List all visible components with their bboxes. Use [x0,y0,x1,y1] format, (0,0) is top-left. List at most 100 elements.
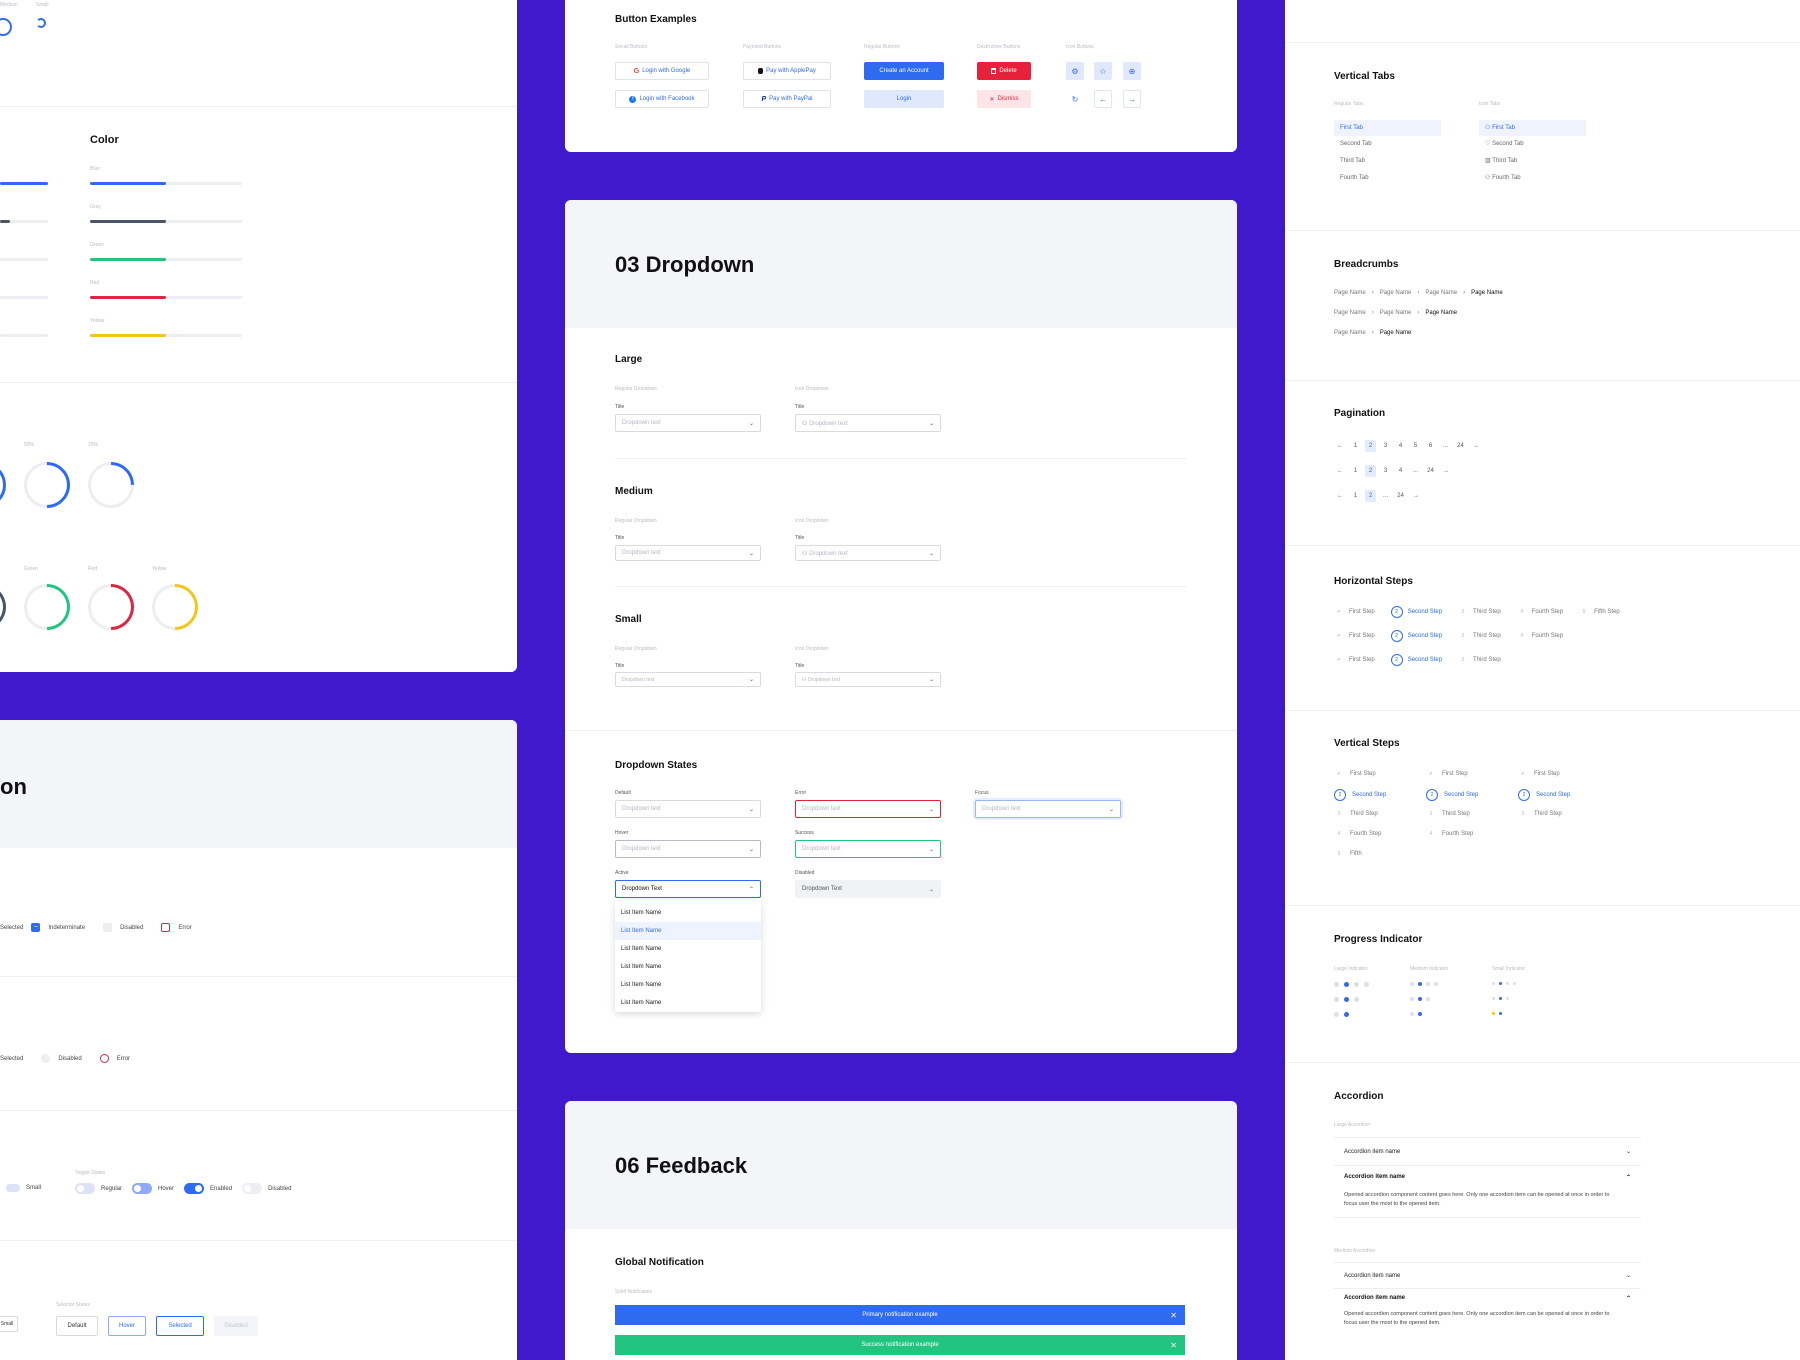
page-link[interactable]: 5 [1413,443,1418,449]
tab-third[interactable]: Third Tab [1340,158,1365,164]
crumb-link[interactable]: Page Name [1334,310,1366,316]
login-google-button[interactable]: G Login with Google [615,62,709,80]
tab-fourth[interactable]: Fourth Tab [1340,175,1369,181]
page-link[interactable]: 1 [1353,493,1358,499]
vertical-step-item[interactable]: 4 Fourth Step [1334,829,1382,839]
arrow-left-icon[interactable]: ← [1337,443,1343,449]
list-item[interactable]: List Item Name [621,910,662,916]
dot-active[interactable] [1499,1012,1502,1015]
login-facebook-button[interactable]: f Login with Facebook [615,90,709,108]
accordion-item-expanded[interactable]: Accordion item name ⌃ Opened accordion co… [1344,1295,1631,1326]
page-current[interactable]: 2 [1365,465,1376,477]
arrow-right-icon[interactable]: → [1443,468,1449,474]
settings-icon-button[interactable]: ⚙ [1066,62,1084,80]
step-item[interactable]: 2 Second Step [1390,654,1442,666]
crumb-link[interactable]: Page Name [1334,330,1366,336]
create-account-button[interactable]: Create an Account [864,62,944,80]
arrow-right-icon[interactable]: → [1473,443,1479,449]
pay-paypal-button[interactable]: P Pay with PayPal [743,90,831,108]
dot[interactable] [1334,1012,1339,1017]
vertical-step-item[interactable]: 2 Second Step [1518,789,1570,801]
hover-state-dropdown[interactable]: Dropdown text ⌄ [615,840,761,858]
close-icon[interactable]: ✕ [1170,1310,1177,1320]
toggle-hover[interactable] [132,1183,153,1194]
default-state-dropdown[interactable]: Dropdown text ⌄ [615,800,761,818]
dot[interactable] [1364,982,1369,987]
vertical-step-item[interactable]: ✓ First Step [1334,769,1376,779]
page-link[interactable]: 4 [1398,468,1403,474]
page-link[interactable]: 1 [1353,468,1358,474]
dot-active[interactable] [1499,982,1502,985]
toggle-enabled[interactable] [184,1183,205,1194]
vertical-step-item[interactable]: ✓ First Step [1518,769,1560,779]
crumb-link[interactable]: Page Name [1334,290,1366,296]
medium-icon-dropdown[interactable]: ⚇ Dropdown text ⌄ [795,545,941,561]
accordion-item-collapsed[interactable]: Accordion item name ⌄ [1334,1263,1641,1289]
focus-state-dropdown[interactable]: Dropdown text ⌄ [975,800,1121,818]
dot[interactable] [1410,982,1414,986]
dot[interactable] [1334,997,1339,1002]
star-icon-button[interactable]: ☆ [1094,62,1112,80]
dot-active[interactable] [1344,997,1349,1002]
dot-active[interactable] [1418,982,1422,986]
error-state-dropdown[interactable]: Dropdown text ⌄ [795,800,941,818]
small-icon-dropdown[interactable]: ⚇ Dropdown text ⌄ [795,672,941,687]
page-link[interactable]: 1 [1353,443,1358,449]
list-item[interactable]: List Item Name [621,946,662,952]
crumb-link[interactable]: Page Name [1425,290,1458,296]
tab-first[interactable]: First Tab [1334,120,1441,136]
selector-small[interactable]: Small [0,1316,18,1332]
step-item[interactable]: 4 Fourth Step [1517,631,1563,641]
dot[interactable] [1513,982,1516,985]
selector-hover[interactable]: Hover [108,1316,146,1336]
list-item[interactable]: List Item Name [621,964,662,970]
arrow-left-icon[interactable]: ← [1337,468,1343,474]
dot[interactable] [1410,997,1414,1001]
page-current[interactable]: 2 [1365,490,1376,502]
pay-applepay-button[interactable]: Pay with ApplePay [743,62,831,80]
step-item[interactable]: 2 Second Step [1390,606,1442,618]
dot[interactable] [1354,982,1359,987]
active-state-dropdown[interactable]: Dropdown Text ⌃ [615,880,761,898]
dot[interactable] [1506,982,1509,985]
success-state-dropdown[interactable]: Dropdown text ⌄ [795,840,941,858]
dot-active[interactable] [1418,1012,1422,1016]
vertical-step-item[interactable]: 2 Second Step [1334,789,1386,801]
step-item[interactable]: 2 Second Step [1390,630,1442,642]
page-current[interactable]: 2 [1365,440,1376,452]
arrow-right-icon[interactable]: → [1413,493,1419,499]
dot[interactable] [1506,997,1509,1000]
selector-default[interactable]: Default [56,1316,98,1336]
step-item[interactable]: ✓ First Step [1334,655,1375,665]
refresh-icon-button[interactable]: ↻ [1066,90,1084,108]
small-regular-dropdown[interactable]: Dropdown text ⌄ [615,672,761,687]
toggle-small[interactable] [6,1184,20,1192]
checkbox-indeterminate[interactable]: − [31,923,41,932]
toggle-regular[interactable] [75,1183,95,1194]
page-link[interactable]: 3 [1383,468,1388,474]
dot-active[interactable] [1344,982,1349,987]
delete-button[interactable]: Delete [977,62,1031,80]
dot-active[interactable] [1418,997,1422,1001]
accordion-item-expanded[interactable]: Accordion item name ⌃ Opened accordion co… [1334,1166,1641,1218]
step-item[interactable]: 3 Third Step [1458,655,1501,665]
close-icon[interactable]: ✕ [1170,1340,1177,1350]
add-icon-button[interactable]: ⊕ [1123,62,1141,80]
vertical-step-item[interactable]: 5 Fifth [1334,849,1362,859]
forward-icon-button[interactable]: → [1123,90,1141,108]
accordion-item-collapsed[interactable]: Accordion item name ⌄ [1334,1138,1641,1166]
dot[interactable] [1426,982,1430,986]
icon-tab-third[interactable]: ▥ Third Tab [1485,158,1518,164]
step-item[interactable]: 3 Third Step [1458,631,1501,641]
vertical-step-item[interactable]: 3 Third Step [1518,809,1562,819]
large-icon-dropdown[interactable]: ⚇ Dropdown text ⌄ [795,414,941,432]
step-item[interactable]: ✓ First Step [1334,631,1375,641]
step-item[interactable]: ✓ First Step [1334,607,1375,617]
icon-tab-fourth[interactable]: ⚇ Fourth Tab [1485,175,1521,181]
medium-regular-dropdown[interactable]: Dropdown text ⌄ [615,545,761,561]
step-item[interactable]: 5 Fifth Step [1579,607,1620,617]
back-icon-button[interactable]: ← [1094,90,1112,108]
page-link[interactable]: 4 [1398,443,1403,449]
page-link[interactable]: 6 [1428,443,1433,449]
arrow-left-icon[interactable]: ← [1337,493,1343,499]
